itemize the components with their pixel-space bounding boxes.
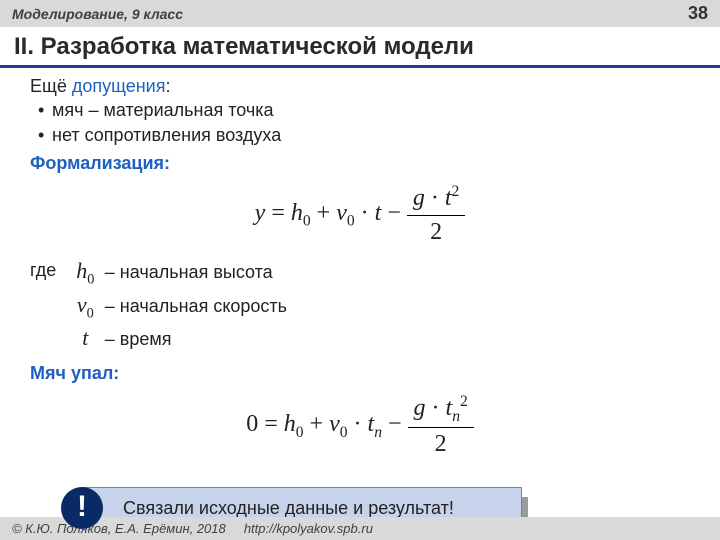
f-v0: v (336, 200, 347, 226)
ff-g: g (414, 395, 426, 421)
ff-t2-sub: n (452, 408, 460, 425)
assumption-item: мяч – материальная точка (52, 98, 690, 122)
footer-url: http://kpolyakov.spb.ru (244, 521, 373, 536)
def-row: t – время (70, 323, 287, 353)
def-text: – начальная скорость (105, 296, 287, 316)
ff-v0: v (329, 411, 340, 437)
f-h0-sub: 0 (303, 213, 311, 230)
exclamation-badge: ! (61, 487, 103, 529)
where-label: где (30, 256, 56, 282)
ff-t-sub: n (374, 424, 382, 441)
def-sub: 0 (87, 305, 94, 321)
def-row: v0 – начальная скорость (70, 290, 287, 324)
f-exp: 2 (452, 183, 460, 200)
course-label: Моделирование, 9 класс (12, 6, 183, 22)
ff-h0-sub: 0 (296, 424, 304, 441)
header-strip: Моделирование, 9 класс 38 (0, 0, 720, 27)
def-text: – начальная высота (105, 262, 273, 282)
defs-row: где h0 – начальная высота v0 – начальная… (30, 256, 690, 353)
def-sub: 0 (87, 271, 94, 287)
formalization-label: Формализация: (30, 151, 690, 175)
fell-label: Мяч упал: (30, 361, 690, 385)
ff-lhs: 0 (246, 411, 258, 437)
assumptions-list: мяч – материальная точка нет сопротивлен… (30, 98, 690, 147)
def-sym: h (76, 258, 87, 283)
f-lhs: y (255, 200, 266, 226)
footer-copyright: © К.Ю. Поляков, Е.А. Ерёмин, 2018 (12, 521, 226, 536)
def-sym: t (82, 325, 88, 350)
def-sym: v (77, 292, 87, 317)
ff-exp: 2 (460, 393, 468, 410)
formula-fell: 0 = h0 + v0 · tn − g · tn2 2 (30, 385, 690, 466)
f-t: t (375, 200, 382, 226)
assumptions-suffix: : (165, 76, 170, 96)
callout-text: Связали исходные данные и результат! (123, 498, 454, 518)
f-h0: h (291, 200, 303, 226)
f-g: g (413, 185, 425, 211)
ff-h0: h (284, 411, 296, 437)
f-v0-sub: 0 (347, 213, 355, 230)
def-row: h0 – начальная высота (70, 256, 287, 290)
assumption-item: нет сопротивления воздуха (52, 123, 690, 147)
ff-den: 2 (408, 428, 474, 460)
ff-v0-sub: 0 (340, 424, 348, 441)
f-frac: g · t2 2 (407, 181, 465, 248)
assumptions-highlight: допущения (72, 76, 166, 96)
page-number: 38 (688, 3, 708, 24)
assumptions-intro: Ещё допущения: (30, 74, 690, 98)
footer-strip: © К.Ю. Поляков, Е.А. Ерёмин, 2018 http:/… (0, 517, 720, 540)
def-text: – время (105, 329, 172, 349)
ff-frac: g · tn2 2 (408, 391, 474, 460)
f-den: 2 (407, 216, 465, 248)
defs-table: h0 – начальная высота v0 – начальная ско… (70, 256, 287, 353)
slide-content: Ещё допущения: мяч – материальная точка … (0, 68, 720, 529)
slide-title: II. Разработка математической модели (0, 27, 720, 68)
formula-main: y = h0 + v0 · t − g · t2 2 (30, 175, 690, 254)
assumptions-prefix: Ещё (30, 76, 72, 96)
f-t2: t (445, 185, 452, 211)
